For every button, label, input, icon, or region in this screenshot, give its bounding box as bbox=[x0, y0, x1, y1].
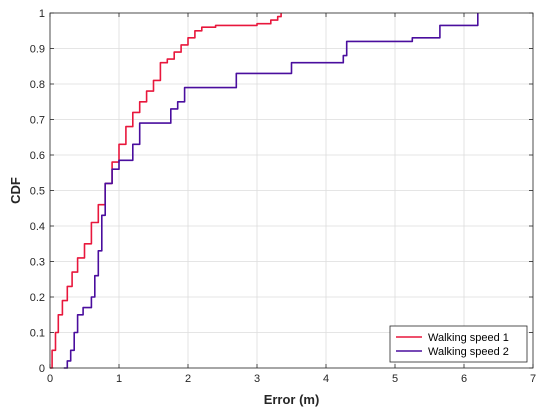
y-tick-label: 0.7 bbox=[30, 115, 45, 127]
x-tick-label: 1 bbox=[116, 373, 122, 385]
y-axis-label: CDF bbox=[8, 177, 23, 204]
series-line-1 bbox=[50, 13, 282, 369]
x-tick-label: 3 bbox=[254, 373, 260, 385]
y-tick-label: 0.9 bbox=[30, 44, 45, 56]
axis-ticks: 0 1 2 3 4 5 6 7 0 0.1 0.2 0.3 0.4 0.5 0.6 0.7 0.8 0.9 1 bbox=[30, 8, 536, 385]
x-tick-label: 2 bbox=[185, 373, 191, 385]
legend-label-1: Walking speed 1 bbox=[428, 332, 509, 344]
y-tick-label: 0.4 bbox=[30, 221, 45, 233]
y-tick-label: 0.2 bbox=[30, 292, 45, 304]
y-tick-label: 0.8 bbox=[30, 79, 45, 91]
y-tick-label: 0 bbox=[39, 363, 45, 375]
x-tick-label: 6 bbox=[461, 373, 467, 385]
x-tick-label: 7 bbox=[530, 373, 536, 385]
y-tick-label: 0.6 bbox=[30, 150, 45, 162]
y-tick-label: 0.5 bbox=[30, 186, 45, 198]
y-tick-label: 0.3 bbox=[30, 257, 45, 269]
y-tick-label: 0.1 bbox=[30, 328, 45, 340]
legend-label-2: Walking speed 2 bbox=[428, 346, 509, 358]
y-tick-label: 1 bbox=[39, 8, 45, 20]
x-tick-label: 0 bbox=[47, 373, 53, 385]
data-series bbox=[50, 13, 479, 369]
legend-box bbox=[389, 325, 528, 363]
legend: Walking speed 1 Walking speed 2 bbox=[389, 325, 528, 363]
series-line-2 bbox=[63, 13, 479, 369]
x-tick-label: 4 bbox=[323, 373, 329, 385]
x-tick-label: 5 bbox=[392, 373, 398, 385]
x-axis-label: Error (m) bbox=[264, 392, 320, 407]
